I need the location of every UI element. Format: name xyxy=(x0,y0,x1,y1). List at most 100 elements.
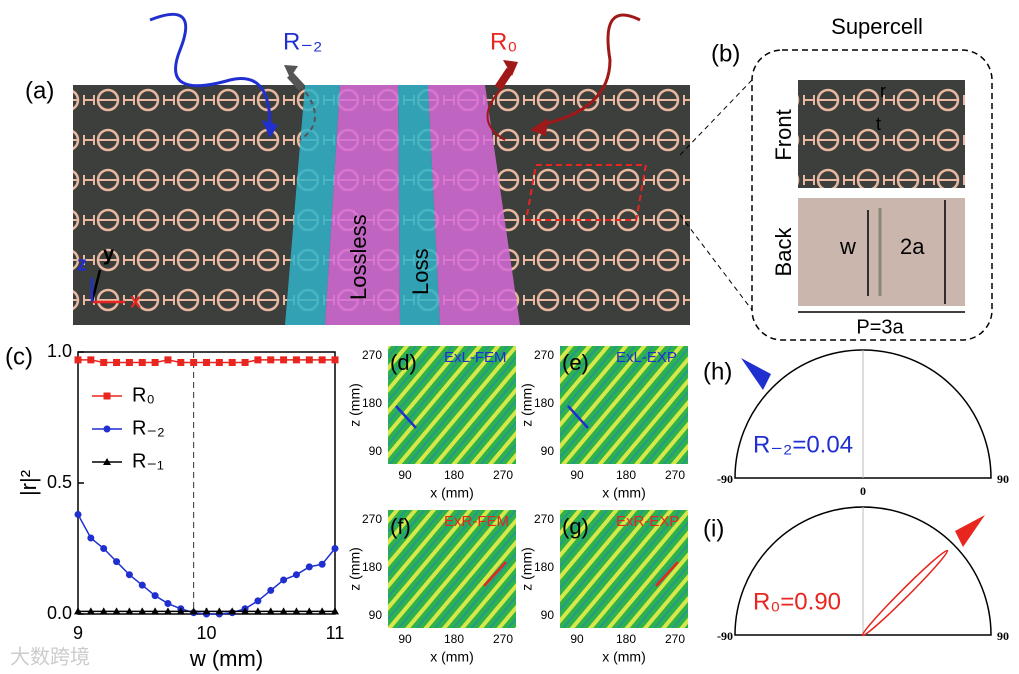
point xyxy=(86,607,95,615)
x-axis-label: x (mm) xyxy=(602,649,646,665)
z-tick-label: 270 xyxy=(362,348,382,362)
point xyxy=(267,356,275,364)
legend-label: R₀ xyxy=(132,384,155,406)
point xyxy=(100,545,108,552)
point xyxy=(176,607,185,615)
front-photo xyxy=(798,80,965,188)
y-tick-label: 0.5 xyxy=(47,472,72,492)
point xyxy=(292,356,300,364)
z-tick-label: 90 xyxy=(541,444,555,458)
point xyxy=(87,356,95,364)
field-arrow xyxy=(567,405,589,429)
map-title: ExR-FEM xyxy=(444,513,509,530)
y-tick-label: 0.0 xyxy=(47,603,72,623)
x-tick-label: 90 xyxy=(398,468,412,482)
z-tick-label: 270 xyxy=(534,512,554,526)
x-tick-label: 90 xyxy=(570,468,584,482)
point xyxy=(318,560,326,568)
point xyxy=(177,358,185,366)
dim-label: r xyxy=(880,81,886,101)
side-label: Front xyxy=(771,109,796,160)
point xyxy=(305,607,314,615)
point xyxy=(292,607,301,615)
supercell-highlight xyxy=(525,164,648,221)
legend-label: R₋₂ xyxy=(132,417,165,439)
connector xyxy=(679,214,753,311)
point xyxy=(280,356,288,364)
z-tick-label: 90 xyxy=(541,608,555,622)
point xyxy=(113,358,121,366)
x-tick-label: 90 xyxy=(570,632,584,646)
point xyxy=(164,600,172,608)
panel-label: (e) xyxy=(562,350,589,375)
polar-value: R₀=0.90 xyxy=(753,588,841,615)
point xyxy=(87,534,95,542)
point xyxy=(241,607,250,615)
x-tick-label: 11 xyxy=(326,623,345,643)
arrow xyxy=(530,118,548,136)
point xyxy=(103,392,111,400)
point xyxy=(151,592,159,600)
point xyxy=(125,358,133,366)
point xyxy=(202,607,211,615)
panel-label: (b) xyxy=(711,40,740,67)
field-arrow xyxy=(655,561,679,587)
point xyxy=(280,576,288,584)
point xyxy=(267,586,275,594)
point xyxy=(318,607,327,615)
map-title: ExL-EXP xyxy=(616,349,677,366)
point xyxy=(189,607,198,615)
x-tick-label: 270 xyxy=(665,468,685,482)
point xyxy=(228,358,236,366)
title: Supercell xyxy=(831,14,923,39)
panel-label: (a) xyxy=(25,77,54,104)
z-tick-label: 180 xyxy=(362,560,382,574)
point xyxy=(253,607,262,615)
reflected-arrow xyxy=(494,67,514,91)
z-tick-label: 180 xyxy=(362,396,382,410)
z-axis-label: z (mm) xyxy=(347,383,363,427)
arrow xyxy=(262,120,278,138)
z-axis-label: z (mm) xyxy=(519,383,535,427)
point xyxy=(241,358,249,366)
incidence-arrow xyxy=(741,358,771,390)
point xyxy=(305,563,313,571)
field-arrow xyxy=(483,561,507,587)
point xyxy=(331,607,339,615)
dim-label: t xyxy=(876,114,881,134)
beam-label: R₀ xyxy=(490,28,517,55)
point xyxy=(103,458,111,465)
polar-frame xyxy=(734,506,992,636)
point xyxy=(112,607,121,615)
incident-beam xyxy=(149,12,272,126)
point xyxy=(100,358,108,366)
x-axis-label: x (mm) xyxy=(430,485,474,501)
stripe-label: Lossless xyxy=(346,214,371,300)
stripe xyxy=(325,85,400,325)
panel-label: (f) xyxy=(390,514,411,539)
z-axis-label: z (mm) xyxy=(347,547,363,591)
x-tick-label: 9 xyxy=(73,623,83,643)
point xyxy=(138,607,147,615)
dim-label: 2a xyxy=(900,234,925,259)
curve xyxy=(486,84,506,141)
point xyxy=(138,358,146,366)
z-axis-label: z (mm) xyxy=(519,547,535,591)
point xyxy=(318,356,326,364)
incidence-arrow xyxy=(955,515,985,547)
axis-label: y xyxy=(103,243,115,265)
point xyxy=(164,356,172,364)
z-tick-label: 270 xyxy=(534,348,554,362)
panel-label: (g) xyxy=(562,514,589,539)
panel-label: (i) xyxy=(703,515,724,542)
polar-tick: 90 xyxy=(997,472,1009,486)
point xyxy=(331,545,339,552)
point xyxy=(74,607,82,615)
x-tick-label: 270 xyxy=(493,632,513,646)
field-arrow xyxy=(395,405,417,429)
x-axis-label: x (mm) xyxy=(602,485,646,501)
point xyxy=(99,607,108,615)
field-map xyxy=(560,510,688,628)
x-tick-label: 90 xyxy=(398,632,412,646)
